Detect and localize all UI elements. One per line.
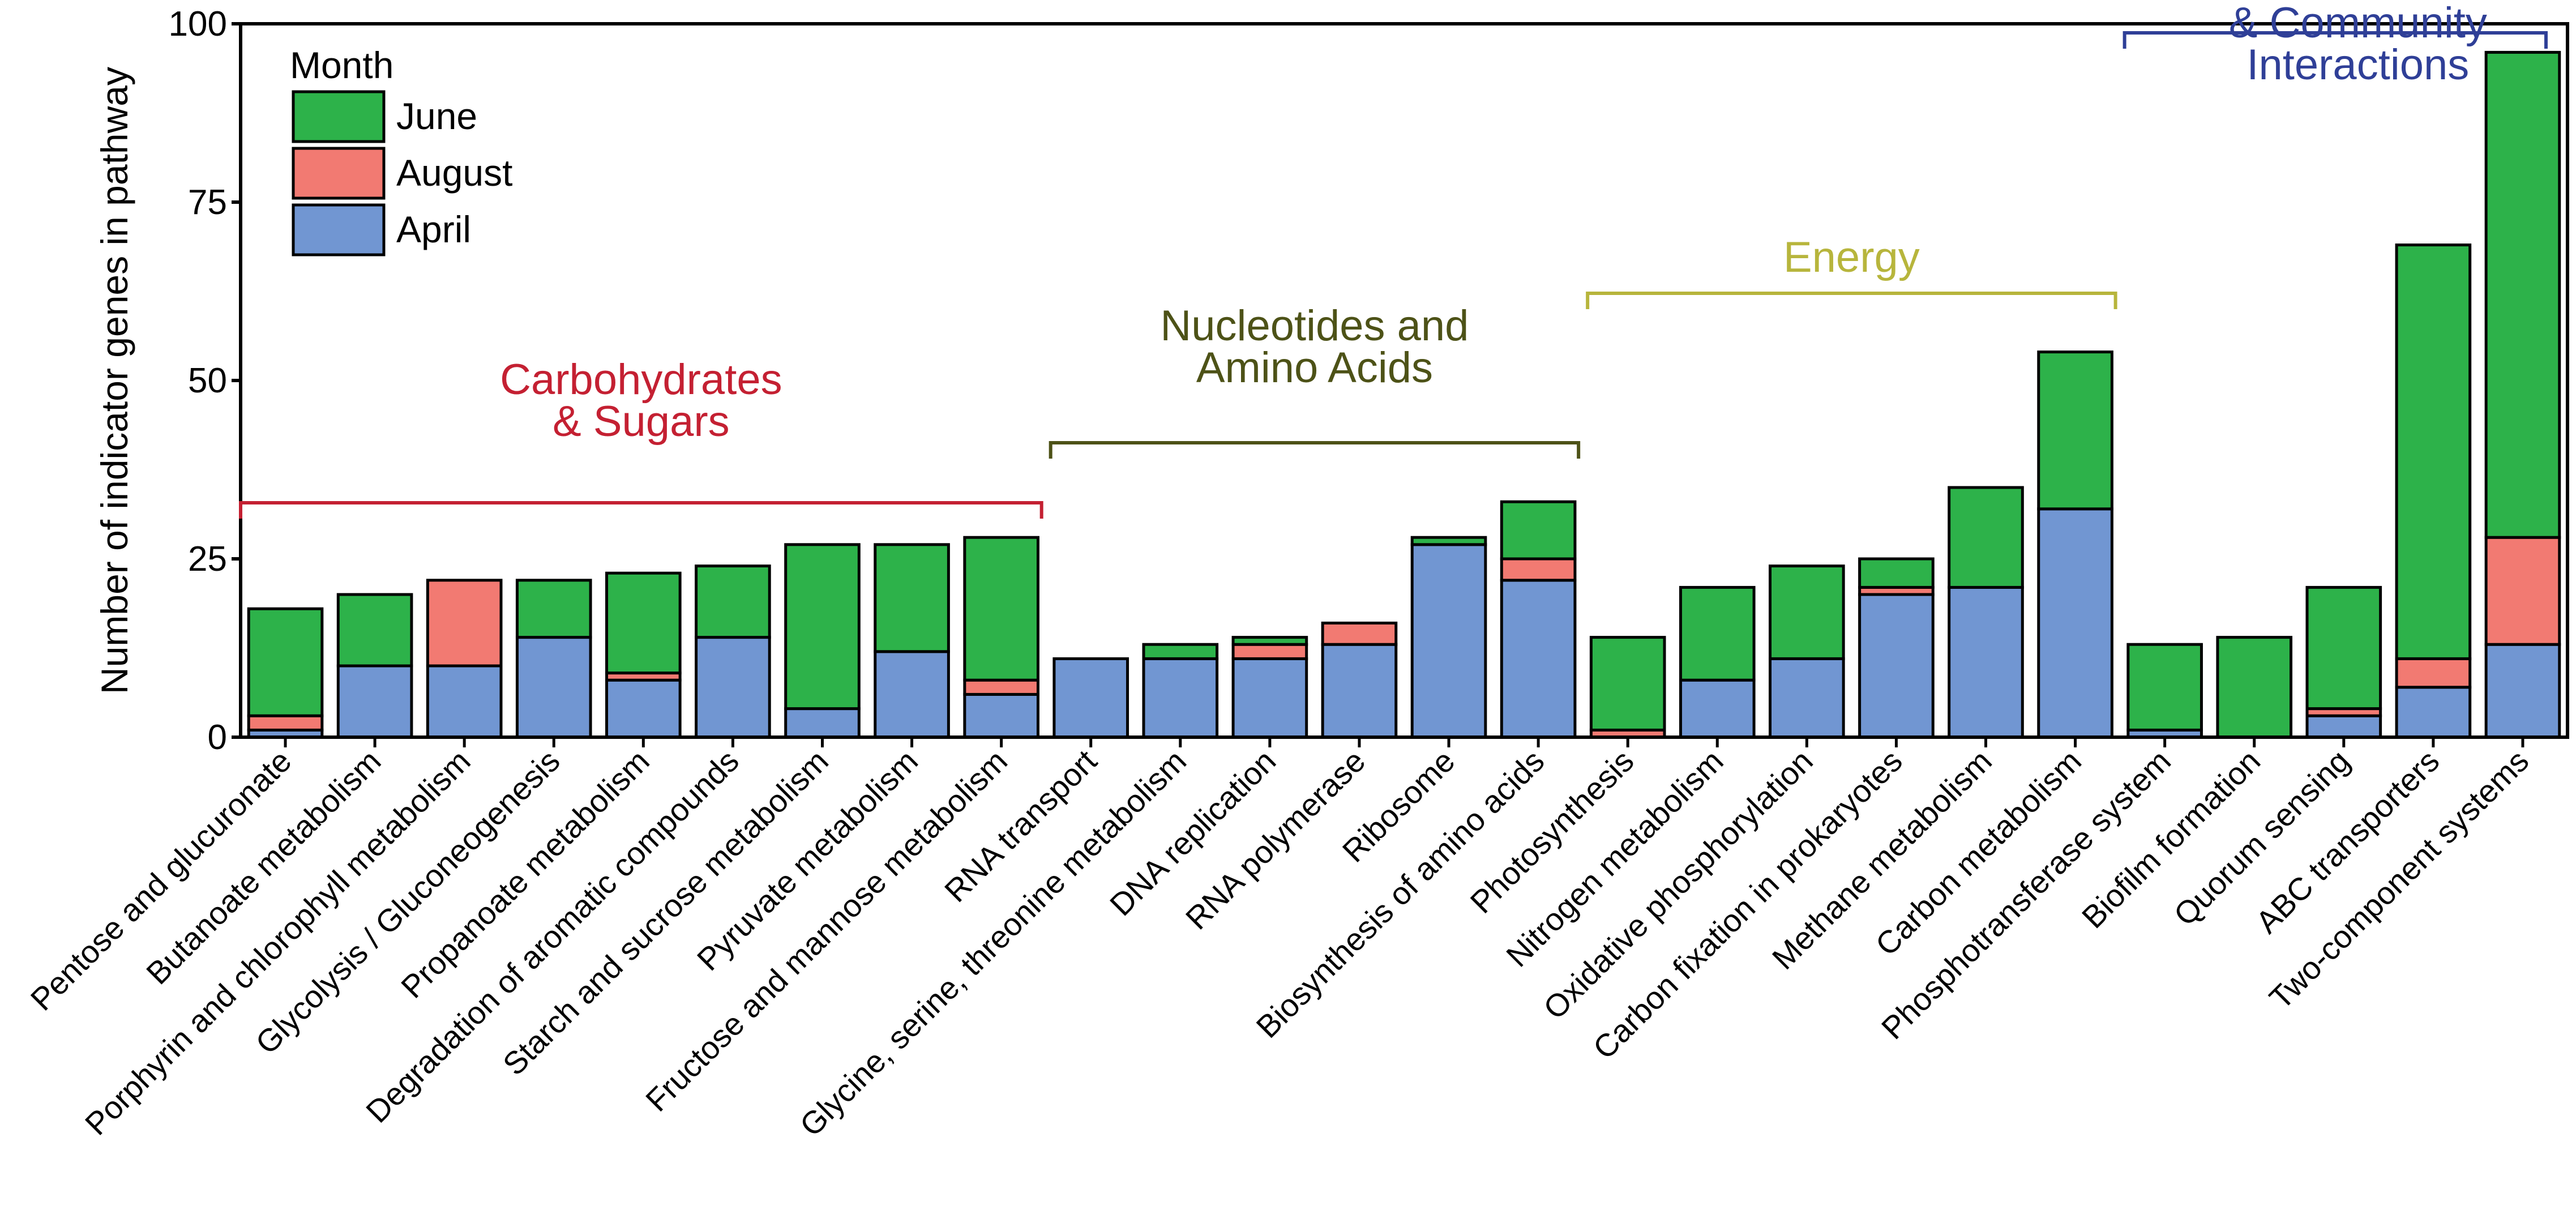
y-tick-label-75: 75 <box>188 183 227 222</box>
bar-june-glycolysis-gluconeogenesis <box>515 579 592 639</box>
bar-april-two-component-systems <box>2484 643 2561 739</box>
bar-june-degradation-of-aromatic-compounds <box>695 564 771 639</box>
bar-june-carbon-metabolism <box>2037 350 2113 511</box>
bar-june-glycine-serine-threonine-metabolism <box>1142 643 1219 660</box>
group-label-environment: Environment <box>2237 0 2479 5</box>
bar-april-carbon-metabolism <box>2037 507 2113 739</box>
bar-april-propanoate-metabolism <box>605 678 682 739</box>
legend-label-august: August <box>396 152 512 194</box>
bar-april-quorum-sensing <box>2305 714 2382 739</box>
bar-april-fructose-and-mannose-metabolism <box>963 692 1039 739</box>
bar-june-two-component-systems <box>2484 50 2561 539</box>
bar-june-butanoate-metabolism <box>336 593 413 668</box>
x-label-photosynthesis: Photosynthesis <box>1464 743 1641 920</box>
bar-june-oxidative-phosphorylation <box>1769 564 1845 660</box>
group-label-community: & Community <box>2229 0 2487 47</box>
bar-august-dna-replication <box>1231 643 1308 660</box>
bar-april-degradation-of-aromatic-compounds <box>695 636 771 739</box>
bar-june-biosynthesis-of-amino-acids <box>1500 500 1577 561</box>
y-tick-label-50: 50 <box>188 361 227 400</box>
bar-april-pyruvate-metabolism <box>874 650 950 739</box>
bar-june-methane-metabolism <box>1948 486 2024 589</box>
bar-august-abc-transporters <box>2395 657 2472 689</box>
bar-april-rna-transport <box>1052 657 1129 739</box>
y-tick-label-100: 100 <box>169 5 227 44</box>
bar-april-starch-and-sucrose-metabolism <box>784 707 861 739</box>
bar-august-biosynthesis-of-amino-acids <box>1500 557 1577 582</box>
legend-title: Month <box>290 44 393 86</box>
group-label-sugars: & Sugars <box>553 397 730 446</box>
bar-april-dna-replication <box>1231 657 1308 739</box>
legend-label-april: April <box>396 208 471 250</box>
bar-june-phosphotransferase-system <box>2126 643 2203 732</box>
bar-april-porphyrin-and-chlorophyll-metabolism <box>426 664 503 739</box>
bar-june-abc-transporters <box>2395 243 2472 660</box>
bar-april-rna-polymerase <box>1321 643 1398 739</box>
bar-august-porphyrin-and-chlorophyll-metabolism <box>426 579 503 668</box>
bar-june-quorum-sensing <box>2305 585 2382 711</box>
y-tick-label-25: 25 <box>188 540 227 579</box>
bar-april-abc-transporters <box>2395 686 2472 739</box>
legend-swatch-april <box>292 203 386 256</box>
group-label-energy: Energy <box>1783 233 1920 281</box>
bar-august-pentose-and-glucuronate <box>247 714 324 732</box>
bar-june-pentose-and-glucuronate <box>247 607 324 717</box>
bar-august-rna-polymerase <box>1321 621 1398 646</box>
group-bracket-carbohydrates-sugars <box>239 501 1043 519</box>
bar-april-glycolysis-gluconeogenesis <box>515 636 592 739</box>
legend-swatch-august <box>292 147 386 200</box>
plot-frame <box>239 22 2569 739</box>
bar-june-dna-replication <box>1231 636 1308 646</box>
x-label-dna-replication: DNA replication <box>1103 743 1282 922</box>
bar-june-starch-and-sucrose-metabolism <box>784 543 861 711</box>
group-bracket-energy <box>1586 292 2117 309</box>
x-label-rna-transport: RNA transport <box>938 743 1104 909</box>
bar-june-carbon-fixation-in-prokaryotes <box>1858 557 1935 589</box>
bar-august-fructose-and-mannose-metabolism <box>963 678 1039 696</box>
bar-april-butanoate-metabolism <box>336 664 413 739</box>
bar-april-carbon-fixation-in-prokaryotes <box>1858 593 1935 739</box>
bar-april-ribosome <box>1410 543 1487 739</box>
bar-april-biosynthesis-of-amino-acids <box>1500 579 1577 739</box>
y-tick-label-0: 0 <box>208 718 227 757</box>
bar-august-two-component-systems <box>2484 536 2561 646</box>
bar-april-oxidative-phosphorylation <box>1769 657 1845 739</box>
group-label-interactions: Interactions <box>2246 41 2469 89</box>
group-bracket-nucleotides-and-amino-acids <box>1049 441 1581 459</box>
bar-june-fructose-and-mannose-metabolism <box>963 536 1039 682</box>
bar-april-glycine-serine-threonine-metabolism <box>1142 657 1219 739</box>
legend-label-june: June <box>396 95 477 137</box>
group-label-amino-acids: Amino Acids <box>1196 344 1433 392</box>
group-bracket-environment-community-interactions <box>2123 31 2548 49</box>
y-axis-title: Number of indicator genes in pathway <box>93 67 135 694</box>
legend-swatch-june <box>292 90 386 143</box>
x-label-starch-and-sucrose-metabolism: Starch and sucrose metabolism <box>496 743 835 1082</box>
bar-june-biofilm-formation <box>2216 636 2293 739</box>
bar-june-propanoate-metabolism <box>605 571 682 675</box>
group-label-carbohydrates: Carbohydrates <box>500 356 782 404</box>
bar-april-nitrogen-metabolism <box>1679 678 1756 739</box>
bar-june-photosynthesis <box>1589 636 1666 732</box>
bar-june-nitrogen-metabolism <box>1679 585 1756 682</box>
bar-april-methane-metabolism <box>1948 585 2024 739</box>
group-label-nucleotides-and: Nucleotides and <box>1160 302 1469 350</box>
bar-june-ribosome <box>1410 536 1487 546</box>
bar-june-pyruvate-metabolism <box>874 543 950 653</box>
